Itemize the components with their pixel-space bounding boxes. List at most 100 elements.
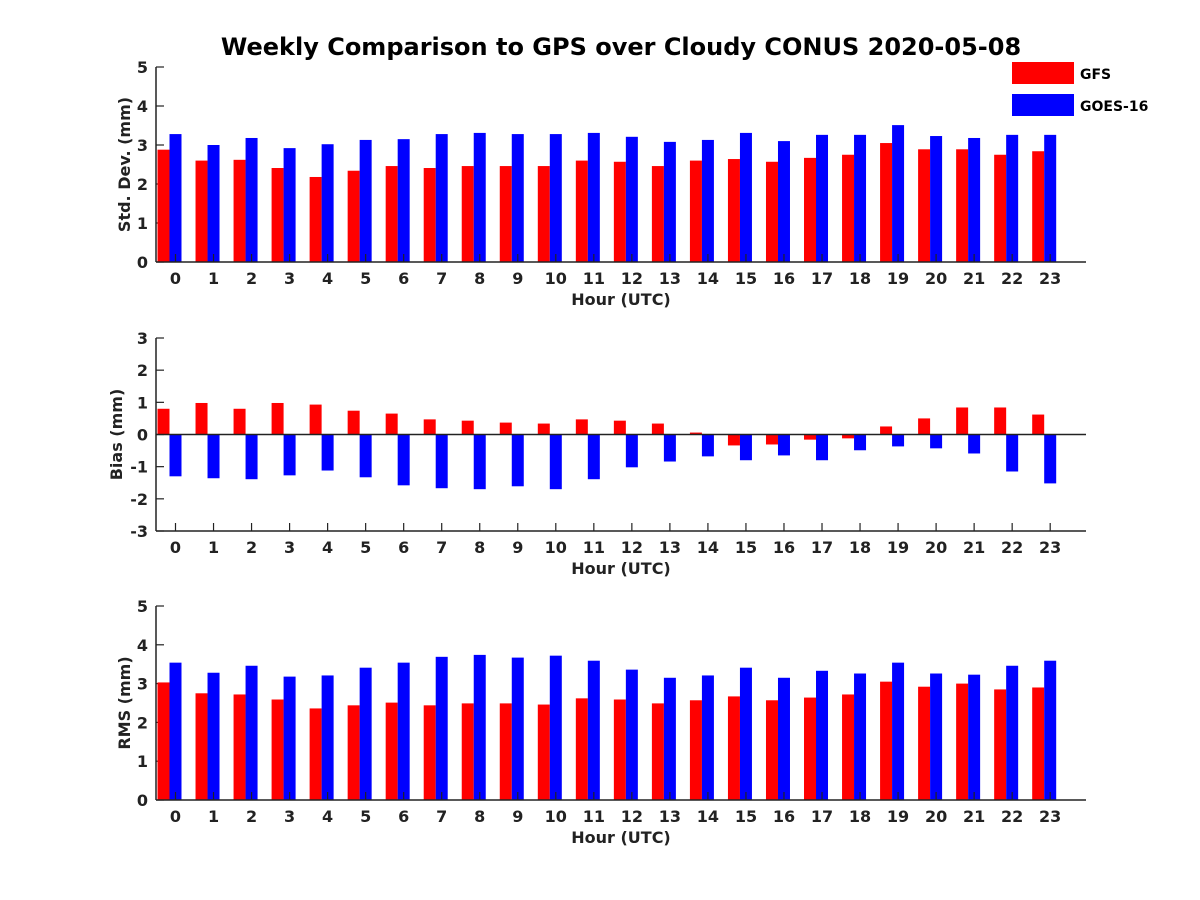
goes16-bar-hour-12 <box>625 434 638 468</box>
goes16-bar-hour-2 <box>245 434 258 480</box>
x-tick-label: 17 <box>811 807 833 826</box>
goes16-bar-hour-14 <box>701 434 714 457</box>
gfs-bar-hour-23 <box>1032 687 1045 800</box>
gfs-bar-hour-23 <box>1032 151 1045 262</box>
y-tick-label: 1 <box>137 393 148 412</box>
goes16-bar-hour-15 <box>739 667 752 800</box>
goes16-bar-hour-7 <box>435 656 448 800</box>
x-tick-label: 19 <box>887 807 909 826</box>
x-tick-label: 23 <box>1039 269 1061 288</box>
goes16-bar-hour-19 <box>892 125 905 262</box>
goes16-bar-hour-12 <box>625 669 638 800</box>
gfs-bar-hour-18 <box>842 154 855 262</box>
x-tick-label: 5 <box>360 538 371 557</box>
y-tick-label: 5 <box>137 58 148 77</box>
x-tick-label: 16 <box>773 269 795 288</box>
gfs-bar-hour-19 <box>880 143 893 262</box>
x-tick-label: 7 <box>436 538 447 557</box>
gfs-bar-hour-16 <box>765 161 778 262</box>
x-tick-label: 13 <box>659 538 681 557</box>
gfs-bar-hour-16 <box>765 700 778 800</box>
y-tick-label: 3 <box>137 329 148 348</box>
gfs-bar-hour-10 <box>537 423 550 435</box>
goes16-bar-hour-23 <box>1044 660 1057 800</box>
goes16-bar-hour-17 <box>816 134 829 262</box>
goes16-bar-hour-4 <box>321 675 334 800</box>
gfs-bar-hour-9 <box>499 166 512 262</box>
gfs-bar-hour-3 <box>271 168 284 262</box>
x-tick-label: 16 <box>773 807 795 826</box>
gfs-bar-hour-17 <box>804 697 817 800</box>
goes16-bar-hour-14 <box>701 139 714 262</box>
legend-label-gfs: GFS <box>1080 67 1111 83</box>
gfs-bar-hour-4 <box>309 176 322 262</box>
goes16-bar-hour-8 <box>473 132 486 262</box>
goes16-bar-hour-11 <box>587 660 600 800</box>
x-axis-label: Hour (UTC) <box>571 828 671 847</box>
goes16-bar-hour-13 <box>663 141 676 262</box>
y-tick-label: 5 <box>137 597 148 616</box>
x-tick-label: 19 <box>887 269 909 288</box>
goes16-bar-hour-0 <box>169 134 182 262</box>
goes16-bar-hour-0 <box>169 662 182 800</box>
gfs-bar-hour-20 <box>918 418 931 435</box>
gfs-bar-hour-17 <box>804 157 817 262</box>
goes16-bar-hour-1 <box>207 145 220 262</box>
goes16-bar-hour-13 <box>663 677 676 800</box>
goes16-bar-hour-7 <box>435 134 448 262</box>
gfs-bar-hour-5 <box>347 705 360 800</box>
y-tick-label: 3 <box>137 675 148 694</box>
gfs-bar-hour-13 <box>651 166 664 262</box>
y-tick-label: 0 <box>137 253 148 272</box>
goes16-bar-hour-8 <box>473 434 486 490</box>
y-axis-label: RMS (mm) <box>115 656 134 749</box>
x-tick-label: 21 <box>963 269 985 288</box>
gfs-bar-hour-20 <box>918 686 931 800</box>
gfs-bar-hour-14 <box>689 160 702 262</box>
y-tick-label: 1 <box>137 214 148 233</box>
goes16-bar-hour-11 <box>587 132 600 262</box>
gfs-bar-hour-14 <box>689 432 702 435</box>
x-tick-label: 13 <box>659 269 681 288</box>
x-tick-label: 2 <box>246 269 257 288</box>
goes16-bar-hour-6 <box>397 662 410 800</box>
gfs-bar-hour-7 <box>423 419 436 435</box>
x-tick-label: 7 <box>436 807 447 826</box>
gfs-bar-hour-1 <box>195 160 208 262</box>
y-tick-label: 2 <box>137 361 148 380</box>
gfs-bar-hour-12 <box>613 420 626 435</box>
gfs-bar-hour-15 <box>727 159 740 262</box>
x-tick-label: 20 <box>925 538 947 557</box>
x-tick-label: 9 <box>512 807 523 826</box>
goes16-bar-hour-3 <box>283 676 296 800</box>
goes16-bar-hour-22 <box>1006 665 1019 800</box>
goes16-bar-hour-6 <box>397 434 410 486</box>
goes16-bar-hour-18 <box>854 134 867 262</box>
goes16-bar-hour-12 <box>625 136 638 262</box>
goes16-bar-hour-5 <box>359 667 372 800</box>
x-tick-label: 5 <box>360 807 371 826</box>
y-tick-label: 1 <box>137 752 148 771</box>
x-tick-label: 16 <box>773 538 795 557</box>
gfs-bar-hour-11 <box>575 419 588 435</box>
x-tick-label: 8 <box>474 269 485 288</box>
x-tick-label: 2 <box>246 807 257 826</box>
x-tick-label: 15 <box>735 807 757 826</box>
gfs-bar-hour-18 <box>842 694 855 800</box>
gfs-bar-hour-15 <box>727 434 740 446</box>
goes16-bar-hour-6 <box>397 139 410 262</box>
x-tick-label: 6 <box>398 269 409 288</box>
y-tick-label: 4 <box>137 636 148 655</box>
x-tick-label: 22 <box>1001 807 1023 826</box>
gfs-bar-hour-8 <box>461 420 474 435</box>
gfs-bar-hour-5 <box>347 170 360 262</box>
goes16-bar-hour-13 <box>663 434 676 462</box>
x-tick-label: 18 <box>849 538 871 557</box>
gfs-bar-hour-2 <box>233 159 246 262</box>
y-tick-label: -1 <box>130 458 148 477</box>
gfs-bar-hour-5 <box>347 410 360 435</box>
gfs-bar-hour-3 <box>271 699 284 800</box>
x-tick-label: 3 <box>284 807 295 826</box>
y-tick-label: -3 <box>130 522 148 541</box>
goes16-bar-hour-20 <box>930 136 943 262</box>
